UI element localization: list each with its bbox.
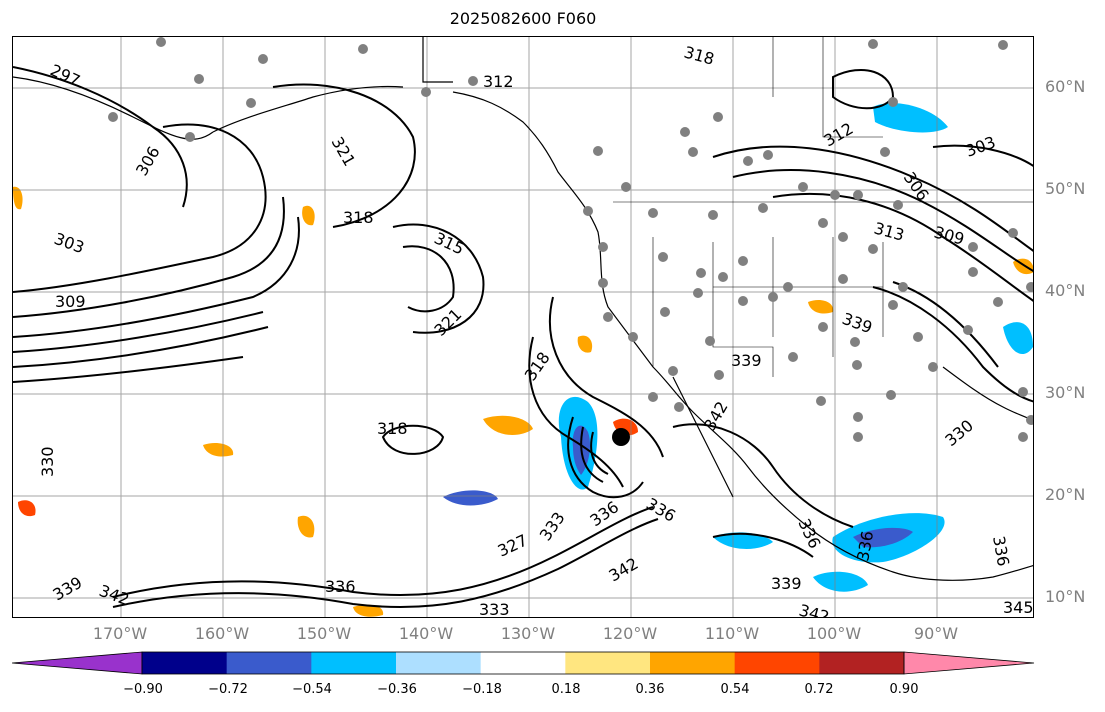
contour-label: 318 — [521, 348, 554, 384]
colorbar-segment — [396, 652, 482, 674]
colorbar-tick: −0.18 — [462, 682, 502, 697]
colorbar-tick: −0.72 — [208, 682, 248, 697]
colorbar-tick: 0.90 — [889, 682, 919, 697]
lon-label-170w: 170°W — [92, 624, 148, 643]
contour-label: 336 — [325, 577, 356, 596]
lon-label-100w: 100°W — [806, 624, 862, 643]
lon-label-130w: 130°W — [500, 624, 556, 643]
colorbar-segment — [226, 652, 312, 674]
contour-label: 342 — [606, 554, 642, 586]
shade-positive-8 — [808, 300, 834, 314]
colorbar-tick: −0.54 — [292, 682, 332, 697]
colorbar-outline — [141, 651, 905, 675]
contour-label: 339 — [50, 573, 86, 605]
map-title: 2025082600 F060 — [449, 9, 597, 28]
colorbar-tick: −0.90 — [123, 682, 163, 697]
contour-label: 327 — [495, 530, 531, 560]
shade-positive-9 — [577, 335, 593, 353]
contour-label: 342 — [797, 601, 831, 618]
colorbar-tick: −0.36 — [377, 682, 417, 697]
shade-positive-1 — [483, 415, 533, 435]
contour-label: 339 — [840, 309, 875, 337]
colorbar-tick: 0.36 — [635, 682, 665, 697]
shade-positive-10 — [302, 205, 315, 226]
shade-positive-11 — [13, 186, 23, 210]
station-markers — [108, 37, 1033, 442]
lon-label-140w: 140°W — [398, 624, 454, 643]
map-panel[interactable]: 297 303 306 309 312 318 321 315 321 318 … — [12, 36, 1034, 618]
contour-label: 339 — [731, 351, 762, 370]
shade-positive-5 — [297, 515, 315, 538]
contour-lines — [13, 66, 1033, 609]
lat-label-20n: 20°N — [1045, 485, 1086, 504]
lon-label-120w: 120°W — [602, 624, 658, 643]
contour-label: 303 — [963, 132, 998, 160]
contour-label: 321 — [328, 134, 360, 170]
contour-label: 333 — [536, 508, 569, 544]
contour-label: 309 — [55, 292, 86, 311]
contour-label: 312 — [483, 72, 514, 91]
colorbar-segment — [819, 652, 905, 674]
contour-label: 303 — [52, 229, 87, 257]
contour-label: 336 — [794, 516, 824, 552]
contour-label: 318 — [377, 419, 408, 438]
colorbar-segment — [734, 652, 820, 674]
contour-label: 318 — [682, 43, 716, 69]
contour-label: 313 — [872, 219, 906, 245]
lon-label-110w: 110°W — [704, 624, 760, 643]
colorbar-segment — [142, 652, 228, 674]
colorbar — [12, 651, 1035, 675]
lat-label-60n: 60°N — [1045, 77, 1086, 96]
lat-label-40n: 40°N — [1045, 281, 1086, 300]
contour-label: 342 — [97, 581, 132, 609]
shade-positive-4 — [203, 443, 234, 457]
colorbar-tick: 0.54 — [720, 682, 750, 697]
shade-negative-midwest — [1003, 322, 1033, 355]
shade-negative-gulf-core — [853, 527, 913, 548]
contour-label: 330 — [941, 416, 977, 450]
colorbar-segment — [565, 652, 651, 674]
lat-label-30n: 30°N — [1045, 383, 1086, 402]
shade-positive-3 — [18, 500, 36, 517]
shade-negative-alaska — [873, 103, 948, 133]
state-borders — [613, 37, 1033, 377]
colorbar-segment — [311, 652, 397, 674]
lon-label-90w: 90°W — [913, 624, 959, 643]
lon-label-160w: 160°W — [194, 624, 250, 643]
shade-negative-ep — [713, 532, 773, 549]
colorbar-tick: 0.18 — [551, 682, 581, 697]
contour-label: 345 — [1003, 598, 1034, 617]
lon-label-150w: 150°W — [296, 624, 352, 643]
contour-label: 318 — [343, 208, 374, 227]
graticule — [13, 37, 1033, 617]
contour-label: 339 — [771, 574, 802, 593]
lat-label-10n: 10°N — [1045, 587, 1086, 606]
contour-label: 342 — [700, 398, 732, 434]
colorbar-segment — [480, 652, 566, 674]
shading-layer — [13, 103, 1033, 617]
shade-negative-sw — [813, 571, 868, 592]
colorbar-tick: 0.72 — [804, 682, 834, 697]
lat-label-50n: 50°N — [1045, 179, 1086, 198]
colorbar-segment — [650, 652, 736, 674]
contour-label: 306 — [132, 143, 164, 179]
map-svg: 297 303 306 309 312 318 321 315 321 318 … — [13, 37, 1034, 618]
colorbar-extend-low — [12, 651, 143, 675]
shade-negative-central-pac — [443, 490, 498, 506]
shade-positive-6 — [353, 604, 384, 617]
contour-label: 333 — [479, 600, 510, 618]
contour-label: 336 — [586, 497, 622, 530]
contour-label: 330 — [38, 446, 57, 477]
contour-label: 336 — [989, 534, 1013, 567]
contour-label: 312 — [821, 119, 857, 151]
storm-center-marker — [612, 428, 630, 446]
contour-label: 336 — [643, 494, 679, 526]
colorbar-extend-high — [903, 651, 1035, 675]
